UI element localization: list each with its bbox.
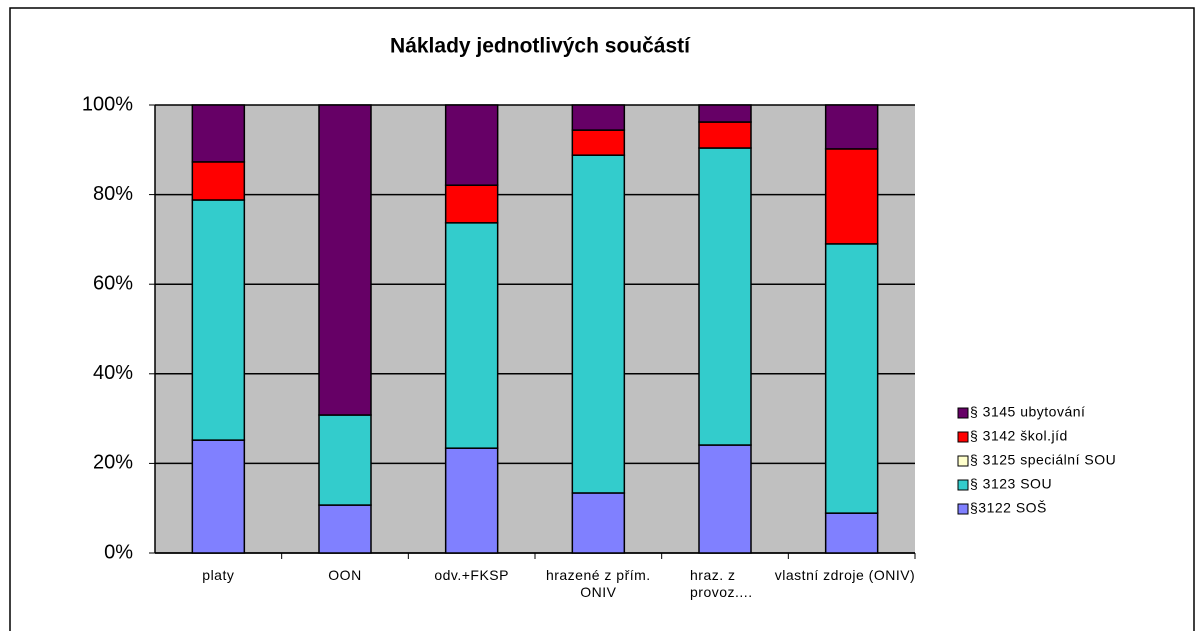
bar-segment xyxy=(571,492,626,554)
x-tick-label: odv.+FKSP xyxy=(434,567,509,583)
legend-label: § 3142 škol.jíd xyxy=(970,428,1068,444)
x-tick-label: vlastní zdroje (ONIV) xyxy=(774,567,916,583)
legend-swatch xyxy=(957,503,969,515)
y-tick-label: 80% xyxy=(93,183,133,205)
bar-segment xyxy=(698,104,752,123)
bar-segment xyxy=(698,444,752,554)
bar-segment xyxy=(824,243,879,514)
x-tick-label: hraz. z provoz.... xyxy=(690,567,753,600)
bar-segment xyxy=(191,199,246,441)
bar-segment xyxy=(191,161,246,201)
legend-swatch xyxy=(957,431,969,443)
bar-segment xyxy=(824,104,879,150)
bar-segment xyxy=(571,129,626,156)
x-tick-label: hrazené z přím. ONIV xyxy=(545,567,651,600)
bar-segment xyxy=(318,104,372,416)
bar-segment xyxy=(444,222,499,449)
y-tick-label: 0% xyxy=(104,541,133,563)
bar-segment xyxy=(191,104,246,163)
legend-label: § 3145 ubytování xyxy=(970,404,1085,420)
x-tick-label: platy xyxy=(202,567,235,583)
bar-segment xyxy=(698,147,752,446)
bar-segment xyxy=(444,447,499,554)
legend-label: §3122 SOŠ xyxy=(970,500,1047,516)
bar-segment xyxy=(824,512,879,554)
bar-segment xyxy=(698,121,752,149)
chart-title: Náklady jednotlivých součástí xyxy=(390,35,691,58)
bar-segment xyxy=(444,104,499,186)
bar-segment xyxy=(318,414,372,506)
plot-area xyxy=(155,105,915,553)
bar-segment xyxy=(571,154,626,494)
y-tick-label: 20% xyxy=(93,452,133,474)
y-tick-label: 100% xyxy=(82,93,133,115)
y-tick-label: 60% xyxy=(93,272,133,294)
x-tick-label: OON xyxy=(328,567,362,583)
legend-swatch xyxy=(957,479,969,491)
bar-segment xyxy=(444,184,499,224)
y-tick-label: 40% xyxy=(93,362,133,384)
bar-segment xyxy=(318,504,372,554)
legend-swatch xyxy=(957,407,969,419)
legend-swatch xyxy=(957,455,969,467)
legend-label: § 3123 SOU xyxy=(970,476,1052,492)
legend-label: § 3125 speciální SOU xyxy=(970,452,1116,468)
bar-segment xyxy=(824,148,879,245)
bar-segment xyxy=(571,104,626,131)
bar-segment xyxy=(191,439,246,554)
